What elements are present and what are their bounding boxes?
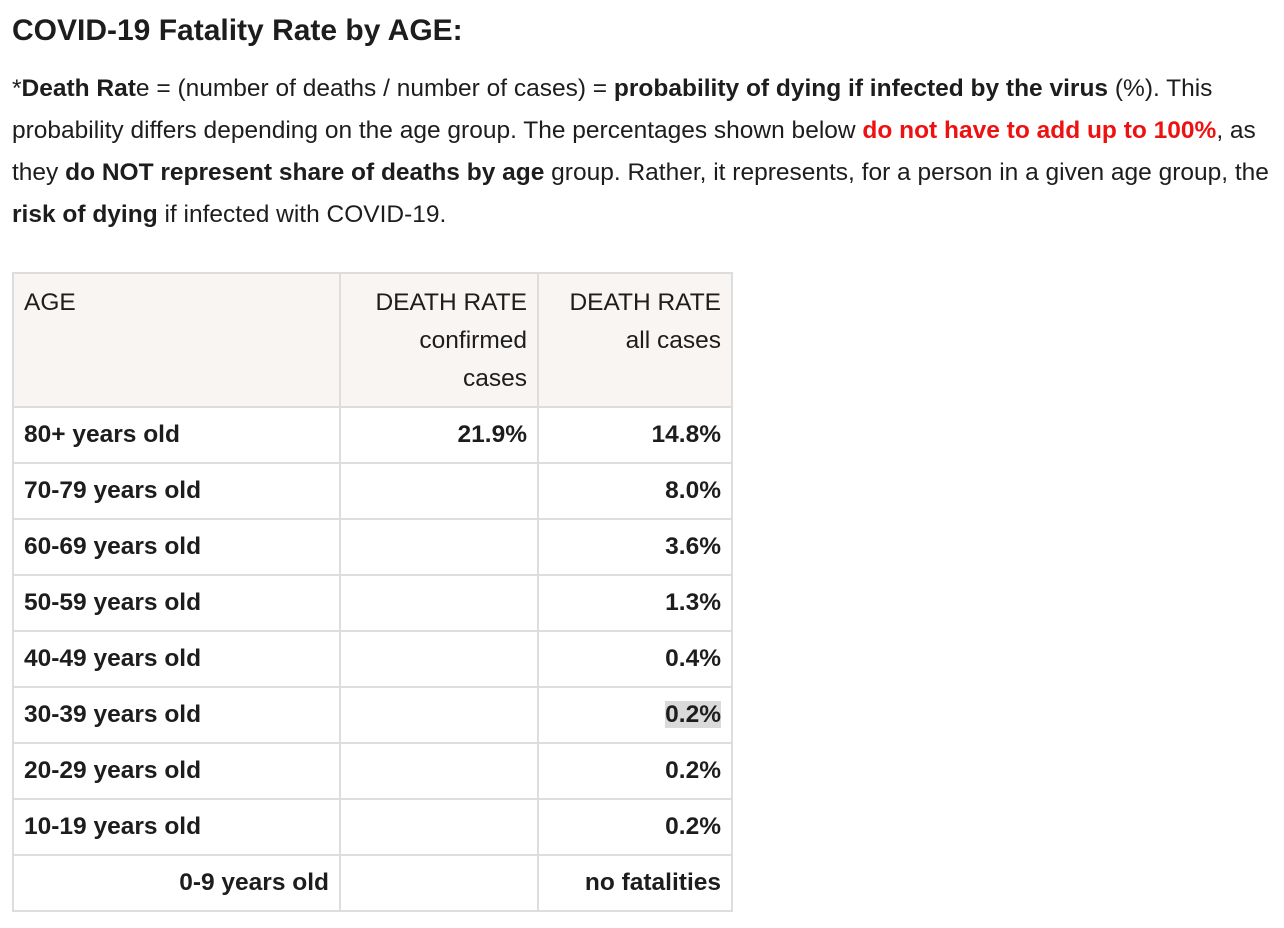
- header-death-rate-all: DEATH RATE all cases: [537, 272, 733, 408]
- intro-bold-death-rate: Death Rat: [21, 75, 136, 102]
- confirmed-rate-cell: [339, 854, 539, 912]
- table-row: 40-49 years old 0.4%: [12, 630, 733, 688]
- age-cell: 80+ years old: [12, 406, 341, 464]
- age-cell: 20-29 years old: [12, 742, 341, 800]
- table-header-row: AGE DEATH RATE confirmed cases DEATH RAT…: [12, 272, 733, 408]
- table-row: 30-39 years old 0.2%: [12, 686, 733, 744]
- intro-text-1: *: [12, 75, 22, 102]
- selected-text-highlight: 0.2%: [665, 701, 721, 728]
- header-age: AGE: [12, 272, 341, 408]
- confirmed-rate-cell: 21.9%: [339, 406, 539, 464]
- intro-paragraph: *Death Rate = (number of deaths / number…: [12, 68, 1278, 236]
- all-rate-cell: 0.4%: [537, 630, 733, 688]
- intro-bold-share: do NOT represent share of deaths by age: [65, 159, 545, 186]
- confirmed-rate-cell: [339, 686, 539, 744]
- table-row: 80+ years old 21.9% 14.8%: [12, 406, 733, 464]
- intro-text-4: , as they: [12, 117, 1256, 186]
- header-death-rate-confirmed: DEATH RATE confirmed cases: [339, 272, 539, 408]
- confirmed-rate-cell: [339, 518, 539, 576]
- table-row: 10-19 years old 0.2%: [12, 798, 733, 856]
- all-rate-cell: 3.6%: [537, 518, 733, 576]
- table-row: 70-79 years old 8.0%: [12, 462, 733, 520]
- intro-bold-risk: risk of dying: [12, 201, 158, 228]
- confirmed-rate-cell: [339, 462, 539, 520]
- confirmed-rate-cell: [339, 798, 539, 856]
- intro-bold-probability: probability of dying if infected by the …: [613, 75, 1109, 102]
- all-rate-cell: 0.2%: [537, 742, 733, 800]
- intro-red-emphasis: do not have to add up to 100%: [862, 117, 1217, 144]
- intro-text-2: e = (number of deaths / number of cases)…: [135, 75, 614, 102]
- page-title: COVID-19 Fatality Rate by AGE:: [12, 14, 463, 47]
- all-rate-cell: 0.2%: [537, 798, 733, 856]
- confirmed-rate-cell: [339, 630, 539, 688]
- table-row: 50-59 years old 1.3%: [12, 574, 733, 632]
- age-cell: 60-69 years old: [12, 518, 341, 576]
- fatality-rate-table: AGE DEATH RATE confirmed cases DEATH RAT…: [12, 272, 733, 912]
- table-row: 20-29 years old 0.2%: [12, 742, 733, 800]
- intro-text-6: if infected with COVID-19.: [157, 201, 447, 228]
- confirmed-rate-cell: [339, 574, 539, 632]
- intro-text-3: (%). This probability differs depending …: [12, 75, 1213, 144]
- all-rate-cell: 14.8%: [537, 406, 733, 464]
- all-rate-cell: 1.3%: [537, 574, 733, 632]
- intro-text-5: group. Rather, it represents, for a pers…: [544, 159, 1269, 186]
- age-cell: 70-79 years old: [12, 462, 341, 520]
- table-row: 0-9 years old no fatalities: [12, 854, 733, 912]
- age-cell: 50-59 years old: [12, 574, 341, 632]
- age-cell: 40-49 years old: [12, 630, 341, 688]
- all-rate-cell: 0.2%: [537, 686, 733, 744]
- age-cell: 0-9 years old: [12, 854, 341, 912]
- confirmed-rate-cell: [339, 742, 539, 800]
- all-rate-cell: 8.0%: [537, 462, 733, 520]
- all-rate-cell: no fatalities: [537, 854, 733, 912]
- table-row: 60-69 years old 3.6%: [12, 518, 733, 576]
- age-cell: 30-39 years old: [12, 686, 341, 744]
- age-cell: 10-19 years old: [12, 798, 341, 856]
